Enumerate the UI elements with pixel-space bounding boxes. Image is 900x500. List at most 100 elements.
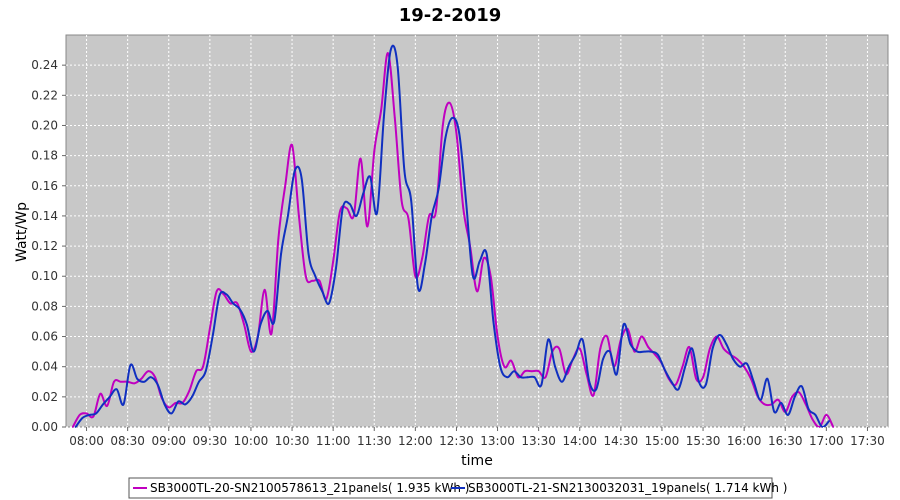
x-tick-label: 14:00 bbox=[562, 434, 597, 448]
data-point bbox=[328, 302, 330, 305]
data-point bbox=[787, 414, 789, 416]
data-point bbox=[492, 320, 495, 323]
data-point bbox=[396, 64, 399, 67]
data-point bbox=[643, 350, 645, 353]
data-point bbox=[482, 257, 485, 259]
data-point bbox=[78, 414, 81, 416]
data-point bbox=[465, 199, 467, 202]
x-tick-label: 10:30 bbox=[275, 434, 310, 448]
data-point bbox=[441, 124, 444, 127]
legend: SB3000TL-20-SN2100578613_21panels( 1.935… bbox=[128, 477, 787, 499]
data-point bbox=[574, 353, 577, 356]
y-tick-label: 0.24 bbox=[31, 58, 58, 72]
data-point bbox=[588, 380, 591, 383]
data-point bbox=[526, 376, 529, 379]
data-point bbox=[472, 275, 474, 278]
data-point bbox=[147, 370, 150, 373]
data-point bbox=[725, 343, 728, 345]
data-point bbox=[650, 350, 652, 353]
data-point bbox=[451, 117, 454, 119]
data-point bbox=[154, 376, 157, 379]
data-point bbox=[537, 370, 540, 373]
data-point bbox=[773, 411, 776, 413]
y-tick-label: 0.20 bbox=[31, 118, 58, 132]
data-point bbox=[424, 263, 426, 266]
data-point bbox=[684, 365, 687, 368]
data-point bbox=[88, 414, 91, 416]
data-point bbox=[266, 310, 269, 312]
data-point bbox=[739, 365, 741, 368]
series-line-2 bbox=[74, 44, 830, 427]
data-point bbox=[366, 225, 369, 228]
data-point bbox=[554, 365, 556, 368]
data-point bbox=[211, 335, 214, 338]
data-point bbox=[341, 207, 344, 210]
data-point bbox=[780, 402, 782, 404]
data-point bbox=[167, 406, 170, 409]
data-point bbox=[208, 328, 211, 330]
data-point bbox=[115, 388, 118, 391]
x-tick-label: 12:00 bbox=[398, 434, 433, 448]
data-point bbox=[407, 218, 410, 220]
data-point bbox=[140, 377, 143, 380]
data-point bbox=[592, 394, 595, 397]
data-point bbox=[578, 347, 581, 350]
y-tick-label: 0.16 bbox=[31, 179, 58, 193]
grid-lines bbox=[66, 35, 888, 428]
y-axis-label: Watt/Wp bbox=[14, 202, 30, 262]
data-point bbox=[85, 412, 88, 415]
data-point bbox=[722, 347, 725, 350]
chart-title: 19-2-2019 bbox=[399, 5, 502, 26]
y-tick-label: 0.00 bbox=[31, 420, 58, 434]
data-point bbox=[759, 399, 762, 401]
data-point bbox=[698, 380, 700, 383]
data-point bbox=[519, 376, 522, 379]
data-point bbox=[307, 252, 310, 255]
data-point bbox=[74, 426, 77, 428]
y-tick-label: 0.02 bbox=[31, 390, 58, 404]
data-point bbox=[533, 376, 536, 379]
data-point bbox=[92, 415, 95, 418]
data-point bbox=[496, 335, 499, 338]
data-point bbox=[704, 383, 707, 386]
x-tick-label: 16:00 bbox=[727, 434, 762, 448]
data-point bbox=[800, 385, 803, 388]
data-point bbox=[380, 109, 382, 112]
data-point bbox=[517, 376, 519, 379]
x-tick-label: 13:30 bbox=[521, 434, 556, 448]
data-point bbox=[681, 365, 684, 368]
data-point bbox=[119, 380, 122, 383]
data-point bbox=[766, 377, 769, 380]
data-point bbox=[430, 215, 433, 217]
data-point bbox=[245, 323, 248, 326]
data-point bbox=[314, 275, 317, 278]
y-tick-label: 0.14 bbox=[31, 209, 58, 223]
data-point bbox=[362, 192, 365, 195]
data-point bbox=[99, 392, 102, 395]
data-point bbox=[113, 380, 115, 383]
x-tick-label: 14:30 bbox=[604, 434, 639, 448]
data-point bbox=[108, 395, 111, 398]
data-point bbox=[793, 395, 796, 398]
data-point bbox=[688, 346, 691, 348]
legend-box bbox=[128, 477, 773, 499]
data-point bbox=[321, 290, 324, 293]
legend-label-1: SB3000TL-20-SN2100578613_21panels( 1.935… bbox=[150, 481, 469, 495]
data-point bbox=[369, 175, 371, 178]
data-point bbox=[389, 49, 392, 51]
data-point bbox=[318, 279, 321, 282]
y-tick-label: 0.08 bbox=[31, 299, 58, 313]
data-point bbox=[332, 260, 335, 263]
data-point bbox=[814, 414, 817, 416]
data-point bbox=[156, 383, 159, 386]
y-tick-label: 0.04 bbox=[31, 360, 58, 374]
data-point bbox=[232, 302, 235, 305]
x-tick-label: 09:00 bbox=[151, 434, 186, 448]
data-point bbox=[807, 408, 810, 410]
data-point bbox=[150, 376, 152, 379]
data-point bbox=[71, 426, 74, 428]
series-layer bbox=[71, 44, 835, 428]
data-point bbox=[177, 400, 180, 403]
data-point bbox=[129, 364, 132, 367]
